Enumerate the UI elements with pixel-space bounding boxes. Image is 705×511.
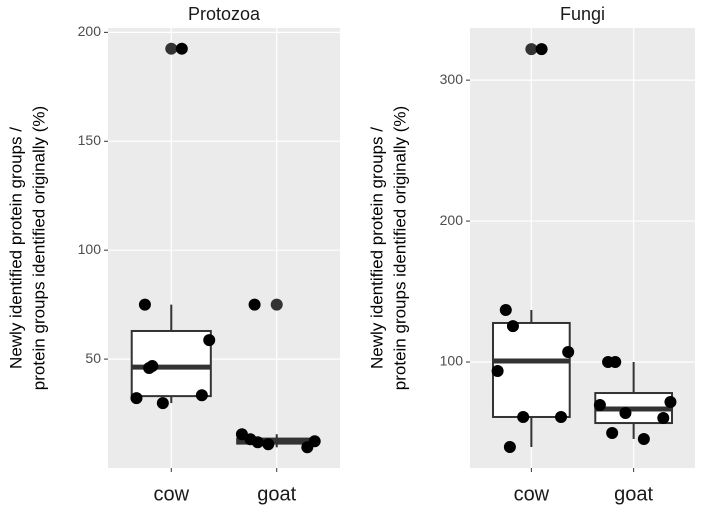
- y-axis-label: Newly identified protein groups /: [367, 127, 386, 369]
- point: [593, 399, 606, 412]
- point: [657, 411, 670, 424]
- x-tick-label: cow: [153, 483, 189, 505]
- outlier: [165, 42, 178, 55]
- point: [503, 441, 516, 454]
- point: [138, 298, 151, 311]
- chart-title: Fungi: [560, 4, 605, 24]
- panel-background: [108, 28, 340, 468]
- y-tick-label: 200: [78, 23, 102, 39]
- point: [203, 334, 216, 347]
- point: [175, 42, 188, 55]
- y-tick-label: 100: [78, 241, 102, 257]
- y-tick-label: 150: [78, 132, 102, 148]
- point: [517, 410, 530, 423]
- box: [492, 321, 571, 418]
- point: [535, 43, 548, 56]
- point: [262, 438, 275, 451]
- point: [562, 346, 575, 359]
- chart-title: Protozoa: [188, 4, 261, 24]
- point: [555, 410, 568, 423]
- x-tick-label: cow: [514, 483, 550, 505]
- point: [664, 396, 677, 409]
- point: [499, 304, 512, 317]
- point: [248, 298, 261, 311]
- y-axis-label: Newly identified protein groups /: [6, 127, 25, 369]
- point: [637, 432, 650, 445]
- x-tick-label: goat: [614, 483, 653, 505]
- point: [130, 392, 143, 405]
- outlier: [525, 43, 538, 56]
- y-tick-label: 100: [440, 353, 464, 369]
- point: [609, 356, 622, 369]
- point: [606, 427, 619, 440]
- y-axis-label: protein groups identified originally (%): [390, 106, 409, 390]
- point: [235, 428, 248, 441]
- point: [143, 362, 156, 375]
- point: [491, 365, 504, 378]
- y-tick-label: 200: [440, 212, 464, 228]
- outlier: [270, 298, 283, 311]
- point: [156, 397, 169, 410]
- point: [506, 320, 519, 333]
- y-axis-label: protein groups identified originally (%): [29, 106, 48, 390]
- y-tick-label: 300: [440, 71, 464, 87]
- point: [619, 407, 632, 420]
- y-tick-label: 50: [85, 350, 101, 366]
- point: [195, 389, 208, 402]
- x-tick-label: goat: [257, 483, 296, 505]
- point: [251, 436, 264, 449]
- box: [130, 329, 212, 398]
- point: [301, 441, 314, 454]
